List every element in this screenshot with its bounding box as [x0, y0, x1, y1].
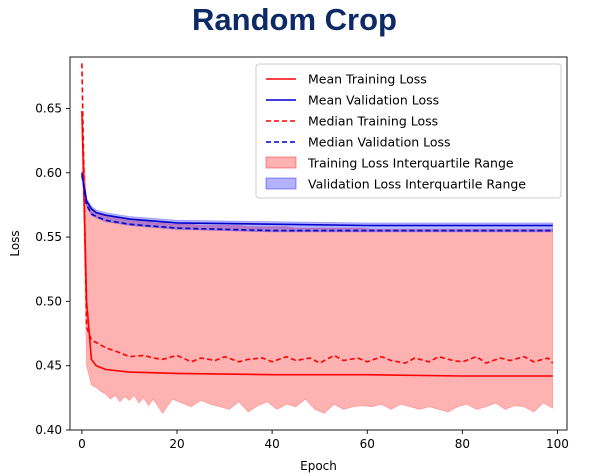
- mean-training-loss-legend-label: Mean Training Loss: [308, 72, 427, 87]
- y-tick-label: 0.40: [35, 423, 62, 437]
- y-tick-label: 0.45: [35, 359, 62, 373]
- y-axis-label: Loss: [8, 230, 22, 256]
- validation-loss-interquartile-range-legend-label: Validation Loss Interquartile Range: [308, 177, 526, 192]
- training-loss-interquartile-range-band: [81, 121, 554, 415]
- x-tick-label: 100: [546, 437, 569, 451]
- line-layer: [81, 63, 554, 377]
- axes: 0 20 40 60 80 100 0.40 0.45 0.50 0.55 0.60 0.65 Epoc…: [8, 56, 569, 473]
- training-loss-interquartile-range-legend-swatch: [265, 156, 297, 169]
- training-loss-interquartile-range-legend-label: Training Loss Interquartile Range: [307, 156, 514, 171]
- x-tick-label: 40: [264, 437, 279, 451]
- x-tick-label: 0: [78, 437, 86, 451]
- median-validation-loss-legend-label: Median Validation Loss: [308, 135, 451, 150]
- legend-box: [255, 63, 562, 199]
- chart-title: Random Crop: [192, 2, 397, 37]
- median-training-loss-legend-label: Median Training Loss: [308, 114, 438, 129]
- median-training-loss-line: [81, 63, 554, 364]
- y-tick-label: 0.55: [35, 230, 62, 244]
- y-tick-label: 0.60: [35, 166, 62, 180]
- x-tick-label: 80: [455, 437, 470, 451]
- y-tick-label: 0.65: [35, 101, 62, 115]
- plot-frame: [69, 56, 568, 431]
- mean-training-loss-line: [81, 110, 553, 377]
- mean-validation-loss-line: [81, 172, 553, 227]
- validation-loss-interquartile-range-legend-swatch: [265, 177, 297, 190]
- x-tick-label: 20: [169, 437, 184, 451]
- x-axis-label: Epoch: [300, 459, 337, 473]
- y-tick-label: 0.50: [35, 294, 62, 308]
- mean-validation-loss-legend-label: Mean Validation Loss: [308, 93, 439, 108]
- median-validation-loss-line: [81, 175, 553, 232]
- legend: Mean Training Loss Mean Validation Loss Me…: [255, 63, 562, 199]
- x-tick-label: 60: [360, 437, 375, 451]
